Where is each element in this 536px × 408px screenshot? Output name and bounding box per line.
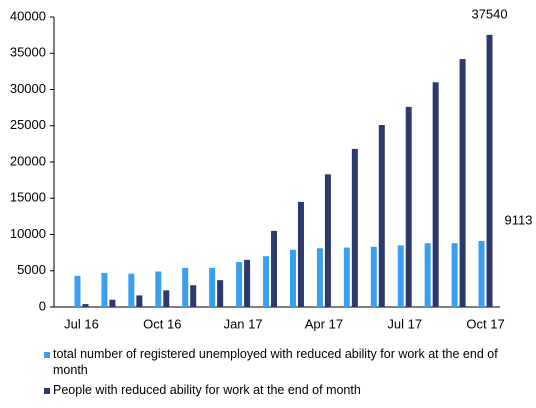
bar <box>378 125 385 308</box>
y-tick-label: 20000 <box>10 153 46 168</box>
bar <box>316 248 323 307</box>
value-label: 9113 <box>505 212 533 227</box>
x-tick-label: Apr 17 <box>305 316 343 331</box>
bar <box>297 201 304 307</box>
bar <box>397 245 404 307</box>
y-tick-label: 30000 <box>10 81 46 96</box>
x-tick-label: Oct 16 <box>143 316 181 331</box>
legend: total number of registered unemployed wi… <box>44 346 524 402</box>
legend-swatch <box>44 352 50 358</box>
y-tick-label: 5000 <box>17 262 46 277</box>
x-tick-label: Jul 17 <box>387 316 422 331</box>
bar <box>190 285 197 307</box>
legend-label: People with reduced ability for work at … <box>53 383 361 397</box>
bar <box>244 259 251 307</box>
value-label: 37540 <box>471 6 507 21</box>
bar <box>478 240 485 307</box>
bar <box>163 290 170 307</box>
x-tick-label: Jan 17 <box>224 316 263 331</box>
y-tick-label: 25000 <box>10 117 46 132</box>
bar <box>324 174 331 307</box>
bar <box>459 59 466 307</box>
bar <box>263 256 270 307</box>
bar <box>370 246 377 307</box>
bar <box>182 267 189 307</box>
y-tick-label: 10000 <box>10 226 46 241</box>
legend-label: total number of registered unemployed wi… <box>53 347 498 377</box>
y-tick-label: 40000 <box>10 8 46 23</box>
y-tick-label: 0 <box>39 298 46 313</box>
legend-swatch <box>44 388 50 394</box>
bar <box>351 148 358 307</box>
bar <box>101 272 108 307</box>
bar <box>109 299 116 307</box>
bar <box>289 249 296 307</box>
bar <box>128 273 135 307</box>
legend-item: total number of registered unemployed wi… <box>44 346 524 378</box>
bar <box>424 243 431 307</box>
bar <box>217 280 224 307</box>
bar <box>82 304 89 307</box>
y-tick-label: 35000 <box>10 45 46 60</box>
bar <box>405 106 412 308</box>
x-tick-label: Oct 17 <box>466 316 504 331</box>
bar <box>155 271 162 307</box>
x-tick-label: Jul 16 <box>64 316 99 331</box>
bar <box>486 34 493 308</box>
bar <box>74 275 81 307</box>
legend-item: People with reduced ability for work at … <box>44 382 524 398</box>
bar <box>236 262 243 307</box>
bar <box>209 267 216 307</box>
bar <box>343 247 350 307</box>
chart: 0 5000 10000 15000 20000 25000 30000 35000 40000… <box>10 6 533 331</box>
bar <box>271 230 278 307</box>
y-tick-label: 15000 <box>10 190 46 205</box>
bar <box>432 82 439 307</box>
bar <box>451 243 458 307</box>
bar <box>136 295 143 307</box>
